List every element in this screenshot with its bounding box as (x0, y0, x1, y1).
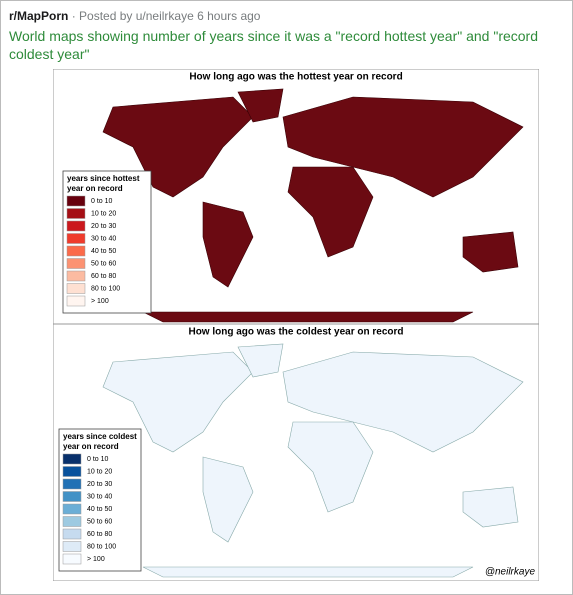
legend-swatch (62, 553, 82, 565)
legend-swatch (62, 478, 82, 490)
legend-label: > 100 (91, 298, 109, 305)
legend-label: > 100 (87, 556, 105, 563)
legend-swatch (66, 245, 86, 257)
legend-swatch (66, 270, 86, 282)
post-title[interactable]: World maps showing number of years since… (9, 28, 538, 62)
legend-title: year on record (63, 442, 119, 451)
post-meta: · Posted by u/neilrkaye 6 hours ago (71, 9, 261, 23)
legend-swatch (66, 220, 86, 232)
legend-label: 60 to 80 (91, 273, 116, 280)
post-header: r/MapPorn · Posted by u/neilrkaye 6 hour… (9, 9, 260, 23)
legend-swatch (62, 541, 82, 552)
credit: @neilrkaye (485, 567, 536, 578)
legend-label: 50 to 60 (87, 518, 112, 525)
legend-label: 50 to 60 (91, 260, 116, 267)
legend-title: years since hottest (67, 174, 140, 183)
map-title: How long ago was the coldest year on rec… (188, 327, 403, 338)
legend-swatch (66, 295, 86, 307)
legend-label: 0 to 10 (87, 456, 109, 463)
legend-label: 10 to 20 (87, 468, 112, 475)
legend-label: 30 to 40 (91, 235, 116, 242)
legend-swatch (66, 208, 86, 219)
legend-label: 10 to 20 (91, 210, 116, 217)
legend-swatch (62, 453, 82, 465)
legend-label: 20 to 30 (87, 481, 112, 488)
legend-swatch (66, 233, 86, 244)
subreddit[interactable]: r/MapPorn (9, 9, 69, 23)
legend-label: 80 to 100 (91, 285, 120, 292)
legend-label: 20 to 30 (91, 223, 116, 230)
legend-title: years since coldest (63, 432, 137, 441)
legend-swatch (62, 466, 82, 477)
legend-swatch (62, 503, 82, 515)
legend-label: 0 to 10 (91, 198, 113, 205)
legend-swatch (62, 528, 82, 540)
legend-label: 80 to 100 (87, 543, 116, 550)
map-title: How long ago was the hottest year on rec… (189, 72, 402, 83)
post-image[interactable]: How long ago was the hottest year on rec… (53, 69, 539, 581)
legend-label: 40 to 50 (91, 248, 116, 255)
legend-swatch (62, 516, 82, 527)
legend-swatch (62, 491, 82, 502)
legend-swatch (66, 283, 86, 294)
legend-title: year on record (67, 184, 123, 193)
legend-label: 40 to 50 (87, 506, 112, 513)
legend-label: 60 to 80 (87, 531, 112, 538)
legend-swatch (66, 258, 86, 269)
legend-swatch (66, 195, 86, 207)
legend-label: 30 to 40 (87, 493, 112, 500)
